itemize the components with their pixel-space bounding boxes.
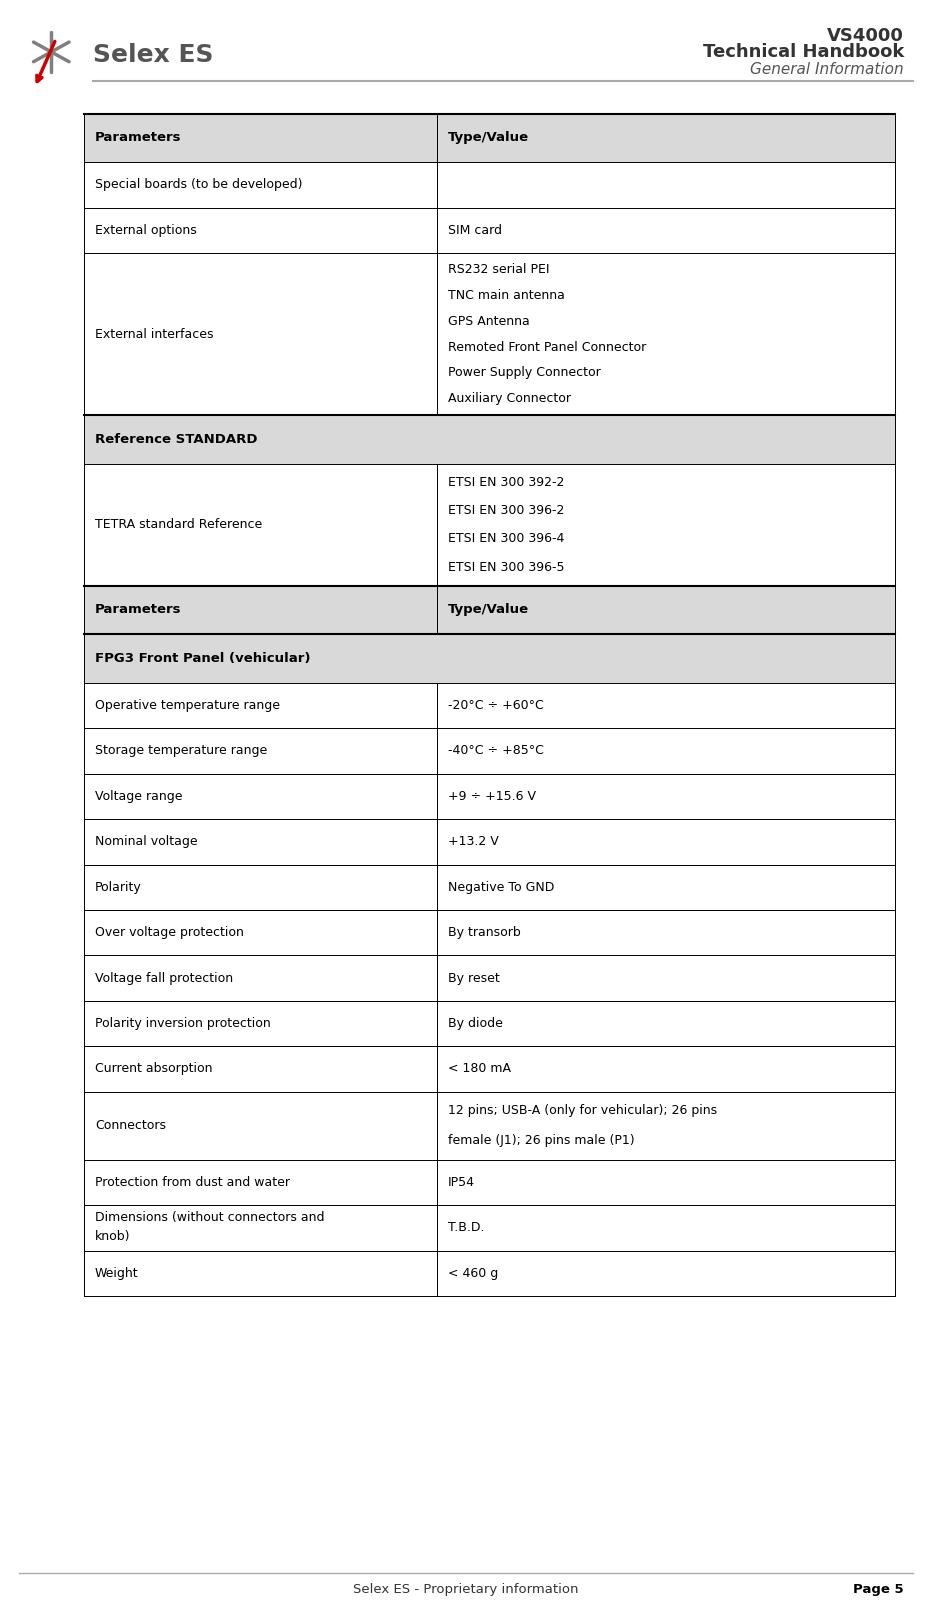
Bar xyxy=(84,774,895,819)
Text: TNC main antenna: TNC main antenna xyxy=(447,289,565,302)
Bar xyxy=(84,586,895,634)
Bar xyxy=(84,1092,895,1160)
Bar xyxy=(84,1001,895,1046)
Text: FPG3 Front Panel (vehicular): FPG3 Front Panel (vehicular) xyxy=(95,652,310,665)
Text: IP54: IP54 xyxy=(447,1176,474,1189)
Bar xyxy=(84,114,895,162)
Text: Storage temperature range: Storage temperature range xyxy=(95,744,267,757)
Text: Special boards (to be developed): Special boards (to be developed) xyxy=(95,178,303,191)
Bar xyxy=(84,1160,895,1205)
Text: T.B.D.: T.B.D. xyxy=(447,1221,485,1234)
Bar xyxy=(84,415,895,464)
Text: knob): knob) xyxy=(95,1229,130,1242)
Text: Page 5: Page 5 xyxy=(854,1583,904,1596)
Text: Technical Handbook: Technical Handbook xyxy=(703,42,904,62)
Bar xyxy=(84,1251,895,1296)
Text: Selex ES - Proprietary information: Selex ES - Proprietary information xyxy=(353,1583,579,1596)
Text: Nominal voltage: Nominal voltage xyxy=(95,835,198,848)
Text: Connectors: Connectors xyxy=(95,1119,166,1132)
Text: ETSI EN 300 396-5: ETSI EN 300 396-5 xyxy=(447,561,564,574)
Bar xyxy=(84,683,895,728)
Text: Dimensions (without connectors and: Dimensions (without connectors and xyxy=(95,1212,324,1225)
Bar xyxy=(84,464,895,586)
Bar xyxy=(84,162,895,208)
Bar xyxy=(84,865,895,910)
Text: Polarity: Polarity xyxy=(95,881,142,894)
Bar xyxy=(84,634,895,683)
Text: By reset: By reset xyxy=(447,972,500,985)
Text: Weight: Weight xyxy=(95,1267,139,1280)
Bar xyxy=(84,1205,895,1251)
Text: TETRA standard Reference: TETRA standard Reference xyxy=(95,517,262,532)
Text: Selex ES: Selex ES xyxy=(93,44,213,67)
Text: Remoted Front Panel Connector: Remoted Front Panel Connector xyxy=(447,341,646,354)
Text: Auxiliary Connector: Auxiliary Connector xyxy=(447,393,570,406)
Bar xyxy=(84,1046,895,1092)
Text: Over voltage protection: Over voltage protection xyxy=(95,926,244,939)
Text: Parameters: Parameters xyxy=(95,603,182,616)
Text: Protection from dust and water: Protection from dust and water xyxy=(95,1176,290,1189)
Text: Negative To GND: Negative To GND xyxy=(447,881,555,894)
Text: Current absorption: Current absorption xyxy=(95,1062,212,1075)
Bar xyxy=(84,910,895,955)
Bar xyxy=(84,955,895,1001)
Text: External interfaces: External interfaces xyxy=(95,328,213,341)
Text: VS4000: VS4000 xyxy=(828,26,904,45)
Text: < 180 mA: < 180 mA xyxy=(447,1062,511,1075)
Text: Polarity inversion protection: Polarity inversion protection xyxy=(95,1017,271,1030)
Text: General Information: General Information xyxy=(750,62,904,78)
Text: 12 pins; USB-A (only for vehicular); 26 pins: 12 pins; USB-A (only for vehicular); 26 … xyxy=(447,1105,717,1118)
Text: ETSI EN 300 392-2: ETSI EN 300 392-2 xyxy=(447,475,564,488)
Text: Parameters: Parameters xyxy=(95,131,182,144)
Text: Voltage fall protection: Voltage fall protection xyxy=(95,972,233,985)
Text: +13.2 V: +13.2 V xyxy=(447,835,499,848)
Text: ETSI EN 300 396-2: ETSI EN 300 396-2 xyxy=(447,504,564,517)
Text: Type/Value: Type/Value xyxy=(447,603,528,616)
Text: < 460 g: < 460 g xyxy=(447,1267,498,1280)
Text: -40°C ÷ +85°C: -40°C ÷ +85°C xyxy=(447,744,543,757)
Text: Voltage range: Voltage range xyxy=(95,790,183,803)
Text: +9 ÷ +15.6 V: +9 ÷ +15.6 V xyxy=(447,790,536,803)
Bar xyxy=(84,208,895,253)
Text: SIM card: SIM card xyxy=(447,224,501,237)
Text: RS232 serial PEI: RS232 serial PEI xyxy=(447,263,549,276)
Text: ETSI EN 300 396-4: ETSI EN 300 396-4 xyxy=(447,532,564,545)
Text: female (J1); 26 pins male (P1): female (J1); 26 pins male (P1) xyxy=(447,1134,635,1147)
Bar xyxy=(84,819,895,865)
Text: Type/Value: Type/Value xyxy=(447,131,528,144)
Text: Reference STANDARD: Reference STANDARD xyxy=(95,433,257,446)
Text: GPS Antenna: GPS Antenna xyxy=(447,315,529,328)
Text: Power Supply Connector: Power Supply Connector xyxy=(447,367,600,380)
Text: By transorb: By transorb xyxy=(447,926,521,939)
Text: -20°C ÷ +60°C: -20°C ÷ +60°C xyxy=(447,699,543,712)
Bar xyxy=(84,253,895,415)
Text: External options: External options xyxy=(95,224,197,237)
Text: By diode: By diode xyxy=(447,1017,502,1030)
Text: Operative temperature range: Operative temperature range xyxy=(95,699,280,712)
Bar xyxy=(84,728,895,774)
